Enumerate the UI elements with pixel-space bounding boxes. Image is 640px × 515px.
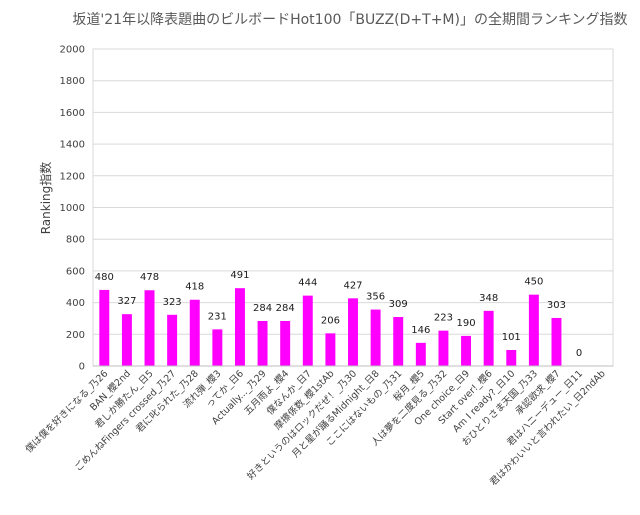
y-tick-label: 200 [66, 330, 85, 341]
chart-title: 坂道'21年以降表題曲のビルボードHot100「BUZZ(D+T+M)」の全期間… [72, 11, 627, 28]
bar [438, 330, 449, 366]
y-tick-label: 1800 [60, 76, 85, 87]
bar [370, 309, 381, 366]
data-label: 356 [366, 292, 385, 303]
data-label: 0 [576, 348, 582, 359]
bar [257, 320, 268, 366]
y-tick-label: 800 [66, 235, 85, 246]
y-tick-label: 1600 [60, 108, 85, 119]
bar [415, 342, 426, 366]
bar [461, 335, 472, 366]
y-tick-label: 1200 [60, 171, 85, 182]
data-label: 491 [230, 270, 249, 281]
bar [551, 317, 562, 366]
data-label: 231 [208, 311, 227, 322]
data-label: 206 [321, 315, 340, 326]
bar [325, 333, 336, 366]
data-label: 418 [185, 282, 204, 293]
bars [99, 288, 562, 366]
bar [167, 314, 178, 366]
data-label: 309 [389, 299, 408, 310]
bar [280, 320, 291, 366]
data-label: 478 [140, 272, 159, 283]
bar [393, 317, 404, 366]
data-label: 327 [117, 296, 136, 307]
bar [99, 289, 110, 366]
data-label: 146 [411, 325, 430, 336]
bar [483, 310, 494, 366]
bar [144, 290, 155, 366]
data-label: 450 [524, 277, 543, 288]
y-tick-label: 600 [66, 266, 85, 277]
data-label: 284 [253, 303, 272, 314]
bar [348, 298, 358, 366]
data-label: 323 [163, 297, 182, 308]
bar [302, 295, 313, 366]
y-tick-label: 400 [66, 298, 85, 309]
data-label: 223 [434, 313, 453, 324]
y-tick-labels: 0 200 400 600 800 1000 1200 1400 1600 1800 2000 [60, 45, 85, 373]
bar [212, 329, 223, 366]
data-label: 427 [343, 280, 362, 291]
data-label: 480 [95, 272, 114, 283]
data-label: 101 [502, 332, 521, 343]
bar [189, 299, 200, 366]
x-tick-labels: 僕は僕を好きになる_乃26BAN_櫻2nd君しか勝たん_日5ごめんねFinger… [23, 368, 608, 488]
data-label: 348 [479, 293, 498, 304]
bar [234, 288, 245, 366]
bar [506, 349, 517, 366]
data-label: 190 [456, 318, 475, 329]
bar [528, 294, 539, 366]
y-tick-label: 1400 [60, 140, 85, 151]
data-label: 284 [276, 303, 295, 314]
y-axis-label: Ranking指数 [38, 162, 53, 235]
y-tick-label: 1000 [60, 203, 85, 214]
data-label: 303 [547, 300, 566, 311]
y-tick-label: 0 [79, 362, 85, 373]
y-tick-label: 2000 [60, 45, 85, 56]
bar [121, 314, 132, 366]
data-label: 444 [298, 278, 317, 289]
